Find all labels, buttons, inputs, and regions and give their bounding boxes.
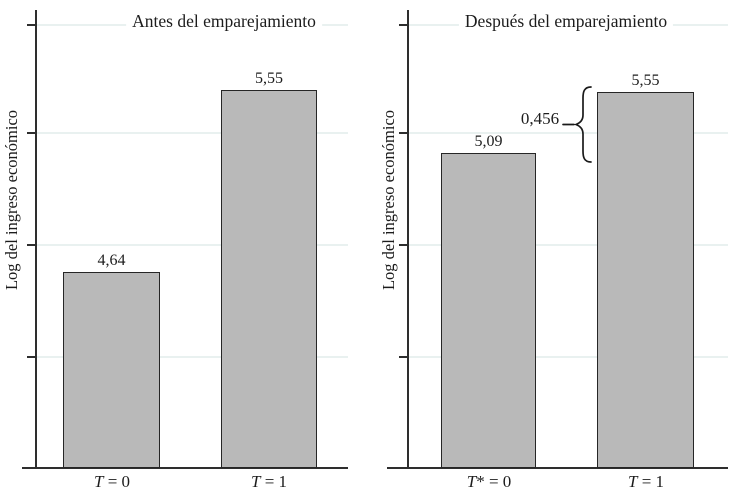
x-tick-label-rest: = 0 [103, 472, 131, 491]
difference-value-label: 0,456 [520, 109, 560, 128]
x-axis-line [387, 467, 728, 469]
bar-t0: 4,64 [63, 252, 160, 468]
x-tick-label-t0: T = 0 [94, 472, 130, 492]
bar-value-label: 5,09 [474, 133, 503, 150]
y-tick [399, 356, 408, 358]
panel-title: Después del emparejamiento [458, 11, 674, 32]
y-tick [399, 24, 408, 26]
x-tick-label-rest: = 1 [637, 472, 665, 491]
y-tick [27, 24, 36, 26]
x-tick-label-var: T [466, 472, 477, 491]
x-tick-label-var: T [250, 472, 261, 491]
gridline [37, 132, 348, 134]
bar-value-label: 4,64 [97, 252, 126, 269]
gridline [409, 132, 728, 134]
y-tick [27, 132, 36, 134]
bar-value-label: 5,55 [631, 72, 660, 90]
bar-tstar0: 5,09 [441, 133, 536, 468]
y-axis-label: Log del ingreso económico [2, 109, 21, 291]
bar-t1: 5,55 [221, 70, 317, 468]
gridline [409, 244, 728, 246]
x-tick-label-t1: T = 1 [251, 472, 287, 492]
y-tick [27, 356, 36, 358]
bar-value-label: 5,55 [255, 70, 283, 87]
x-tick-label-t1: T = 1 [628, 472, 664, 492]
x-axis-line [22, 467, 348, 469]
y-tick [399, 244, 408, 246]
bar-t1: 5,55 [597, 72, 694, 468]
y-axis-line [407, 10, 409, 469]
y-tick [27, 244, 36, 246]
x-tick-label-var: T [93, 472, 104, 491]
panel-title: Antes del emparejamiento [126, 11, 322, 32]
y-axis-line [35, 10, 37, 469]
gridline [37, 356, 348, 358]
y-axis-label: Log del ingreso económico [379, 109, 398, 291]
gridline [37, 244, 348, 246]
y-tick [399, 132, 408, 134]
difference-brace-icon [562, 86, 592, 163]
x-tick-label-tstar0: T* = 0 [467, 472, 512, 492]
x-tick-label-var: T [627, 472, 638, 491]
x-tick-label-rest: = 1 [260, 472, 288, 491]
gridline [409, 356, 728, 358]
x-tick-label-rest: * = 0 [476, 472, 512, 491]
